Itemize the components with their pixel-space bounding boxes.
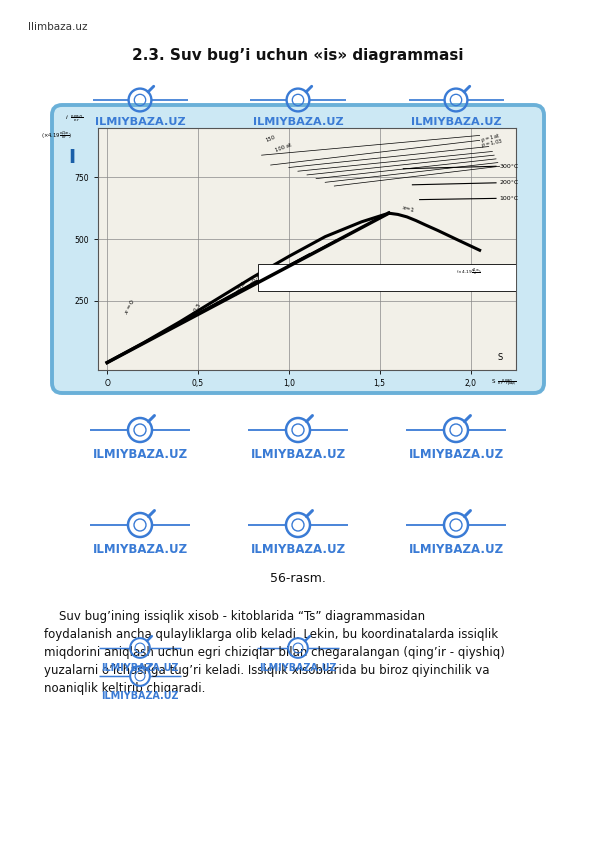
Text: $p=1$ at: $p=1$ at	[480, 131, 502, 145]
Text: ILMIYBAZA.UZ: ILMIYBAZA.UZ	[408, 448, 504, 461]
Text: x=0,8: x=0,8	[233, 280, 247, 296]
Text: ILMIYBAZA.UZ: ILMIYBAZA.UZ	[250, 448, 346, 461]
Text: $(\times 4.19\frac{\rm кДж}{\rm кг})$: $(\times 4.19\frac{\rm кДж}{\rm кг})$	[456, 266, 482, 278]
Text: Ilimbaza.uz: Ilimbaza.uz	[28, 22, 88, 32]
Text: $x=0$: $x=0$	[122, 298, 136, 317]
Text: ILMIYBAZA.UZ: ILMIYBAZA.UZ	[92, 448, 188, 461]
Text: miqdorini aniqlash uchun egri chiziqlar bilan chegaralangan (qing’ir - qiyshiq): miqdorini aniqlash uchun egri chiziqlar …	[44, 646, 505, 659]
Text: ILMIYBAZA.UZ: ILMIYBAZA.UZ	[95, 117, 185, 127]
Text: x=0,5: x=0,5	[190, 301, 203, 318]
Text: 56-rasm.: 56-rasm.	[270, 572, 326, 585]
Text: ILMIYBAZA.UZ: ILMIYBAZA.UZ	[259, 663, 337, 673]
Text: yuzalarni o’lchashga tug’ri keladi. Issiqlik xisoblarida bu biroz qiyinchilik va: yuzalarni o’lchashga tug’ri keladi. Issi…	[44, 664, 489, 677]
Text: ILMIYBAZA.UZ: ILMIYBAZA.UZ	[101, 663, 179, 673]
Text: $(\times 4.19\frac{\rm кДж}{\rm кг})$: $(\times 4.19\frac{\rm кДж}{\rm кг})$	[41, 130, 72, 141]
Text: 200°C: 200°C	[499, 180, 519, 185]
Text: I: I	[68, 148, 75, 167]
Text: 2.3. Suv bug’i uchun «is» diagrammasi: 2.3. Suv bug’i uchun «is» diagrammasi	[132, 48, 464, 63]
Text: 100 at: 100 at	[274, 142, 292, 152]
Text: x=0,9: x=0,9	[247, 273, 261, 289]
FancyBboxPatch shape	[52, 105, 544, 393]
Text: Suv bug’ining issiqlik xisob - kitoblarida “Ts” diagrammasidan: Suv bug’ining issiqlik xisob - kitoblari…	[44, 610, 425, 623]
Text: ILMIYBAZA.UZ: ILMIYBAZA.UZ	[253, 117, 343, 127]
Text: S: S	[498, 353, 503, 362]
Text: ILMIYBAZA.UZ: ILMIYBAZA.UZ	[250, 543, 346, 556]
Text: 300°C: 300°C	[499, 164, 519, 168]
Text: 150: 150	[265, 134, 277, 142]
Text: S  $\frac{\rm ккал}{\rm кг\cdot град}$: S $\frac{\rm ккал}{\rm кг\cdot град}$	[491, 378, 516, 389]
FancyBboxPatch shape	[258, 264, 596, 291]
Text: ILMIYBAZA.UZ: ILMIYBAZA.UZ	[411, 117, 501, 127]
Text: ILMIYBAZA.UZ: ILMIYBAZA.UZ	[92, 543, 188, 556]
Text: foydalanish ancha qulayliklarga olib keladi. Lekin, bu koordinatalarda issiqlik: foydalanish ancha qulayliklarga olib kel…	[44, 628, 498, 641]
Text: ILMIYBAZA.UZ: ILMIYBAZA.UZ	[408, 543, 504, 556]
Text: x=1: x=1	[402, 205, 415, 213]
Text: ILMIYBAZA.UZ: ILMIYBAZA.UZ	[101, 690, 179, 701]
Text: noaniqlik keltirib chiqaradi.: noaniqlik keltirib chiqaradi.	[44, 682, 206, 695]
Text: $p=1,03$: $p=1,03$	[480, 136, 504, 150]
Text: $i$  $\frac{\rm ккал}{\rm кг}$: $i$ $\frac{\rm ккал}{\rm кг}$	[65, 114, 83, 124]
Text: 100°C: 100°C	[499, 196, 519, 201]
